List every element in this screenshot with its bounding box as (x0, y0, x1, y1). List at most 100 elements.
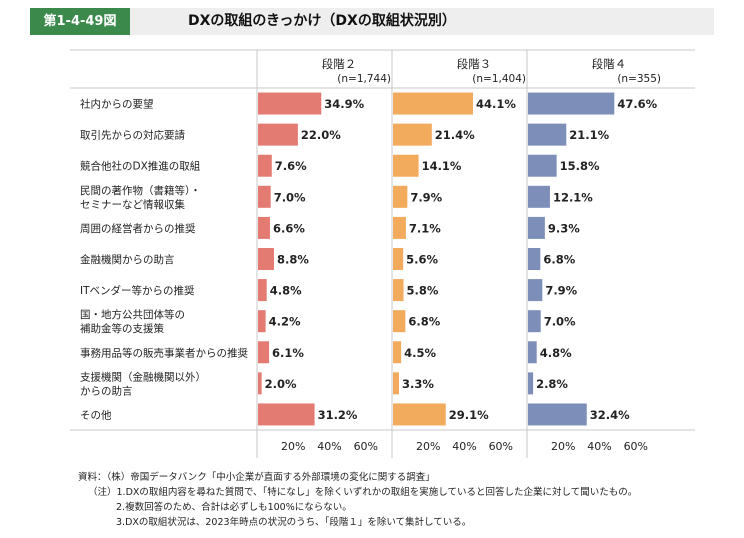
bar-value-label: 7.1% (409, 221, 441, 235)
bar-value-label: 7.9% (410, 190, 442, 204)
x-tick-label: 40% (587, 440, 611, 453)
bar-value-label: 4.8% (270, 284, 302, 298)
category-label: 国・地方公共団体等の (80, 308, 185, 321)
bar-value-label: 12.1% (553, 190, 593, 204)
category-label: 支援機関（金融機関以外） (80, 370, 206, 383)
bar-value-label: 2.8% (536, 377, 568, 391)
bar-value-label: 7.6% (275, 159, 307, 173)
bar (528, 341, 537, 364)
bar-value-label: 6.1% (272, 346, 304, 360)
bar (258, 403, 315, 426)
panel-header: 段階３ (457, 57, 492, 71)
bar-value-label: 9.3% (548, 221, 580, 235)
x-tick-label: 20% (416, 440, 440, 453)
x-tick-label: 40% (452, 440, 476, 453)
bar (393, 372, 399, 395)
bar-value-label: 7.0% (274, 190, 306, 204)
bar-value-label: 31.2% (318, 408, 358, 422)
bar (393, 185, 408, 208)
x-tick-label: 60% (624, 440, 648, 453)
bar-value-label: 6.8% (408, 315, 440, 329)
bar (393, 403, 446, 426)
panel-n-label: (n=1,744) (337, 73, 391, 85)
bar (528, 92, 615, 115)
bar (258, 279, 267, 302)
bar-value-label: 3.3% (402, 377, 434, 391)
bar (528, 185, 550, 208)
category-label: 社内からの要望 (80, 98, 154, 111)
bar (528, 279, 543, 302)
panel-n-label: (n=355) (617, 73, 661, 85)
source-note: 資料：（株）帝国データバンク「中小企業が直面する外部環境の変化に関する調査」 (78, 472, 435, 483)
bar (393, 248, 404, 270)
bar (393, 216, 406, 239)
figure-number: 第1-4-49図 (30, 8, 130, 35)
panel-header: 段階４ (592, 57, 627, 71)
bar (393, 310, 406, 333)
category-label: 競合他社のDX推進の取組 (80, 160, 201, 173)
bar-chart: 社内からの要望取引先からの対応要請競合他社のDX推進の取組民間の著作物（書籍等）… (70, 49, 695, 458)
bar-value-label: 5.8% (407, 284, 439, 298)
bar (393, 279, 404, 302)
bar (258, 248, 274, 270)
category-label: 周囲の経営者からの推奨 (80, 222, 196, 235)
bar (528, 403, 587, 426)
category-label: 金融機関からの助言 (80, 253, 175, 266)
bar (528, 123, 567, 146)
bar (258, 216, 270, 239)
bar-value-label: 7.0% (544, 315, 576, 329)
category-label: 民間の著作物（書籍等）・ (80, 184, 201, 197)
x-tick-label: 20% (551, 440, 575, 453)
category-label: その他 (80, 408, 112, 421)
bar (393, 92, 473, 115)
bar-value-label: 4.2% (269, 315, 301, 329)
figure-title-bar: 第1-4-49図 DXの取組のきっかけ（DXの取組状況別） (30, 8, 714, 35)
bar (258, 92, 322, 115)
bar-value-label: 32.4% (590, 408, 630, 422)
panel-header: 段階２ (322, 57, 357, 71)
bar-value-label: 7.9% (545, 284, 577, 298)
bar (528, 310, 541, 333)
bar (258, 372, 262, 395)
category-label: セミナーなど情報収集 (80, 198, 185, 211)
bar-value-label: 6.8% (543, 253, 575, 267)
x-tick-label: 20% (281, 440, 305, 453)
bar (528, 248, 541, 270)
bar (258, 154, 272, 177)
bar (393, 341, 402, 364)
bar-value-label: 2.0% (265, 377, 297, 391)
x-tick-label: 60% (489, 440, 513, 453)
bar (258, 185, 271, 208)
bar (258, 341, 270, 364)
figure-title: DXの取組のきっかけ（DXの取組状況別） (188, 13, 456, 29)
notes-block: 資料：（株）帝国データバンク「中小企業が直面する外部環境の変化に関する調査」 （… (78, 470, 718, 530)
bar-value-label: 4.8% (540, 346, 572, 360)
bar-value-label: 29.1% (449, 408, 489, 422)
bar-value-label: 4.5% (404, 346, 436, 360)
bar-value-label: 15.8% (560, 159, 600, 173)
bar-value-label: 14.1% (422, 159, 462, 173)
category-label: からの助言 (80, 384, 133, 397)
bar-value-label: 44.1% (476, 97, 516, 111)
note-3: 3.DXの取組状況は、2023年時点の状況のうち、「段階１」を除いて集計している… (116, 517, 472, 528)
bar (258, 123, 298, 146)
bar-value-label: 21.1% (569, 128, 609, 142)
bar (528, 216, 545, 239)
x-tick-label: 40% (317, 440, 341, 453)
bar (258, 310, 266, 333)
bar (528, 154, 557, 177)
bar-value-label: 34.9% (324, 97, 364, 111)
bar (393, 154, 419, 177)
bar-value-label: 8.8% (277, 253, 309, 267)
x-tick-label: 60% (354, 440, 378, 453)
bar-value-label: 22.0% (301, 128, 341, 142)
note-2: 2.複数回答のため、合計は必ずしも100%にならない。 (116, 502, 352, 513)
bar (393, 123, 432, 146)
bar-value-label: 21.4% (435, 128, 475, 142)
category-label: 取引先からの対応要請 (80, 129, 185, 142)
note-1: （注）1.DXの取組内容を尋ねた質問で、「特になし」を除くいずれかの取組を実施し… (88, 487, 638, 498)
bar-value-label: 5.6% (406, 253, 438, 267)
bar-value-label: 47.6% (617, 97, 657, 111)
category-label: 補助金等の支援策 (80, 322, 164, 335)
category-label: ITベンダー等からの推奨 (80, 284, 195, 297)
